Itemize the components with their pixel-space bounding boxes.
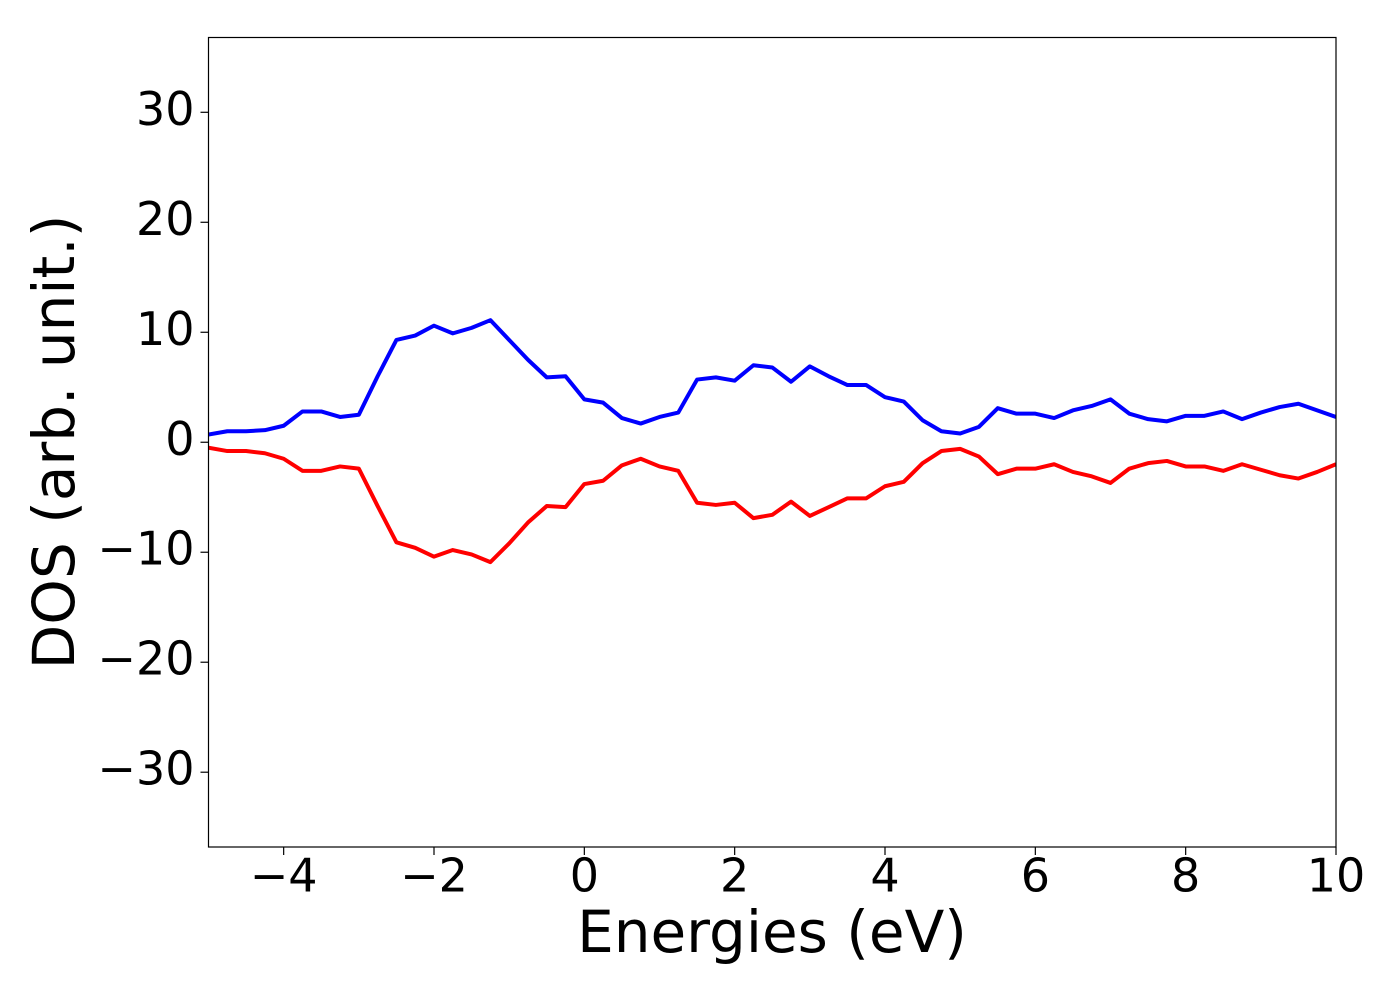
x-tick-label: 10 [1307,849,1366,903]
x-tick-label: 6 [1021,849,1050,903]
y-tick-label: −10 [97,522,194,576]
x-tick-label: 4 [870,849,899,903]
x-tick-label: −4 [250,849,318,903]
x-tick-label: −2 [400,849,468,903]
y-tick-label: −30 [97,742,194,796]
y-tick-label: −20 [97,632,194,686]
data-line [208,318,1336,437]
x-tick-label: 0 [570,849,599,903]
y-tick-label: 30 [136,82,195,136]
y-tick-label: 0 [165,412,194,466]
y-tick-label: 20 [136,192,195,246]
x-tick-label: 2 [720,849,749,903]
data-line [208,445,1336,565]
x-tick-label: 8 [1171,849,1200,903]
x-axis-label: Energies (eV) [577,898,967,966]
y-axis-label: DOS (arb. unit.) [20,215,88,670]
y-tick-label: 10 [136,302,195,356]
